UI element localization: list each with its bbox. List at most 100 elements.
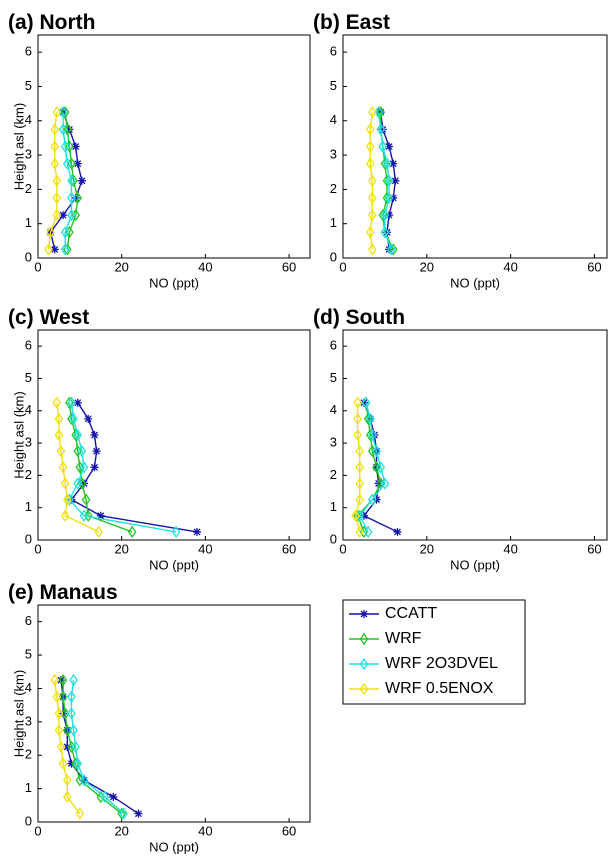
marker — [355, 461, 365, 474]
plot-area — [37, 329, 311, 541]
marker — [67, 208, 76, 222]
marker — [56, 445, 66, 458]
marker — [58, 690, 68, 703]
y-tick-label: 5 — [25, 647, 32, 662]
marker — [368, 493, 377, 506]
y-tick-label: 4 — [330, 112, 337, 127]
y-tick-label: 2 — [330, 181, 337, 196]
marker — [69, 673, 78, 687]
marker — [376, 106, 386, 119]
marker — [365, 412, 375, 425]
marker — [372, 445, 381, 458]
x-axis-label: NO (ppt) — [450, 557, 500, 572]
marker — [81, 493, 91, 506]
legend-box — [342, 599, 526, 705]
marker — [90, 463, 99, 472]
marker — [46, 226, 55, 239]
marker — [71, 142, 80, 151]
x-tick-label: 60 — [282, 259, 296, 274]
marker — [119, 807, 129, 820]
marker — [353, 396, 362, 409]
marker — [90, 431, 99, 439]
marker — [79, 509, 89, 522]
marker — [363, 525, 373, 539]
y-tick-label: 5 — [25, 78, 32, 93]
y-tick-label: 6 — [330, 338, 337, 353]
marker — [376, 461, 386, 474]
marker — [60, 477, 70, 490]
marker — [60, 226, 70, 239]
marker — [59, 211, 68, 220]
series-line — [68, 402, 177, 533]
marker — [62, 790, 72, 804]
marker — [77, 445, 87, 458]
marker — [359, 398, 368, 407]
marker — [100, 790, 110, 804]
marker — [67, 396, 76, 409]
marker — [391, 176, 400, 185]
marker — [79, 774, 89, 787]
y-tick-label: 0 — [25, 249, 32, 264]
y-tick-label: 2 — [330, 467, 337, 482]
marker — [50, 123, 60, 136]
marker — [359, 632, 369, 646]
y-tick-label: 6 — [330, 44, 337, 59]
marker — [359, 682, 369, 696]
marker — [353, 428, 362, 442]
y-tick-label: 1 — [25, 780, 32, 795]
marker — [60, 243, 70, 256]
marker — [384, 191, 394, 205]
x-axis-label: NO (ppt) — [149, 557, 199, 572]
marker — [67, 707, 76, 720]
marker — [368, 208, 377, 222]
marker — [54, 412, 64, 425]
y-tick-label: 4 — [25, 402, 32, 417]
y-tick-label: 1 — [25, 215, 32, 230]
y-tick-label: 3 — [330, 147, 337, 162]
marker — [57, 676, 66, 685]
y-tick-label: 2 — [25, 467, 32, 482]
marker — [58, 123, 68, 136]
x-tick-label: 40 — [198, 823, 212, 838]
marker — [60, 707, 70, 720]
marker — [84, 414, 93, 423]
marker — [54, 707, 64, 720]
x-tick-label: 0 — [339, 259, 346, 274]
marker — [52, 174, 62, 187]
marker — [54, 724, 64, 737]
legend-label: WRF 2O3DVEL — [385, 655, 498, 672]
y-tick-label: 1 — [330, 499, 337, 514]
marker — [109, 792, 118, 801]
marker — [117, 807, 126, 820]
marker — [94, 525, 103, 539]
y-tick-label: 4 — [25, 112, 32, 127]
marker — [380, 226, 390, 239]
marker — [368, 428, 377, 442]
x-tick-label: 60 — [282, 541, 296, 556]
y-tick-label: 5 — [330, 370, 337, 385]
plot-area — [37, 34, 311, 259]
x-tick-label: 40 — [198, 259, 212, 274]
marker — [359, 657, 369, 671]
marker — [365, 123, 375, 136]
series-line — [62, 112, 73, 250]
y-tick-label: 6 — [25, 44, 32, 59]
marker — [386, 243, 396, 256]
x-tick-label: 0 — [34, 259, 41, 274]
x-tick-label: 20 — [114, 823, 128, 838]
marker — [79, 461, 89, 474]
marker — [368, 106, 377, 119]
marker — [171, 525, 181, 539]
marker — [92, 447, 101, 456]
legend-label: CCATT — [385, 605, 437, 622]
x-tick-label: 20 — [114, 259, 128, 274]
marker — [365, 140, 375, 153]
x-tick-label: 0 — [34, 541, 41, 556]
series-line — [358, 402, 386, 533]
marker — [351, 509, 360, 522]
marker — [127, 525, 137, 539]
marker — [52, 106, 62, 119]
marker — [382, 157, 392, 170]
legend-label: WRF 0.5ENOX — [385, 680, 494, 697]
